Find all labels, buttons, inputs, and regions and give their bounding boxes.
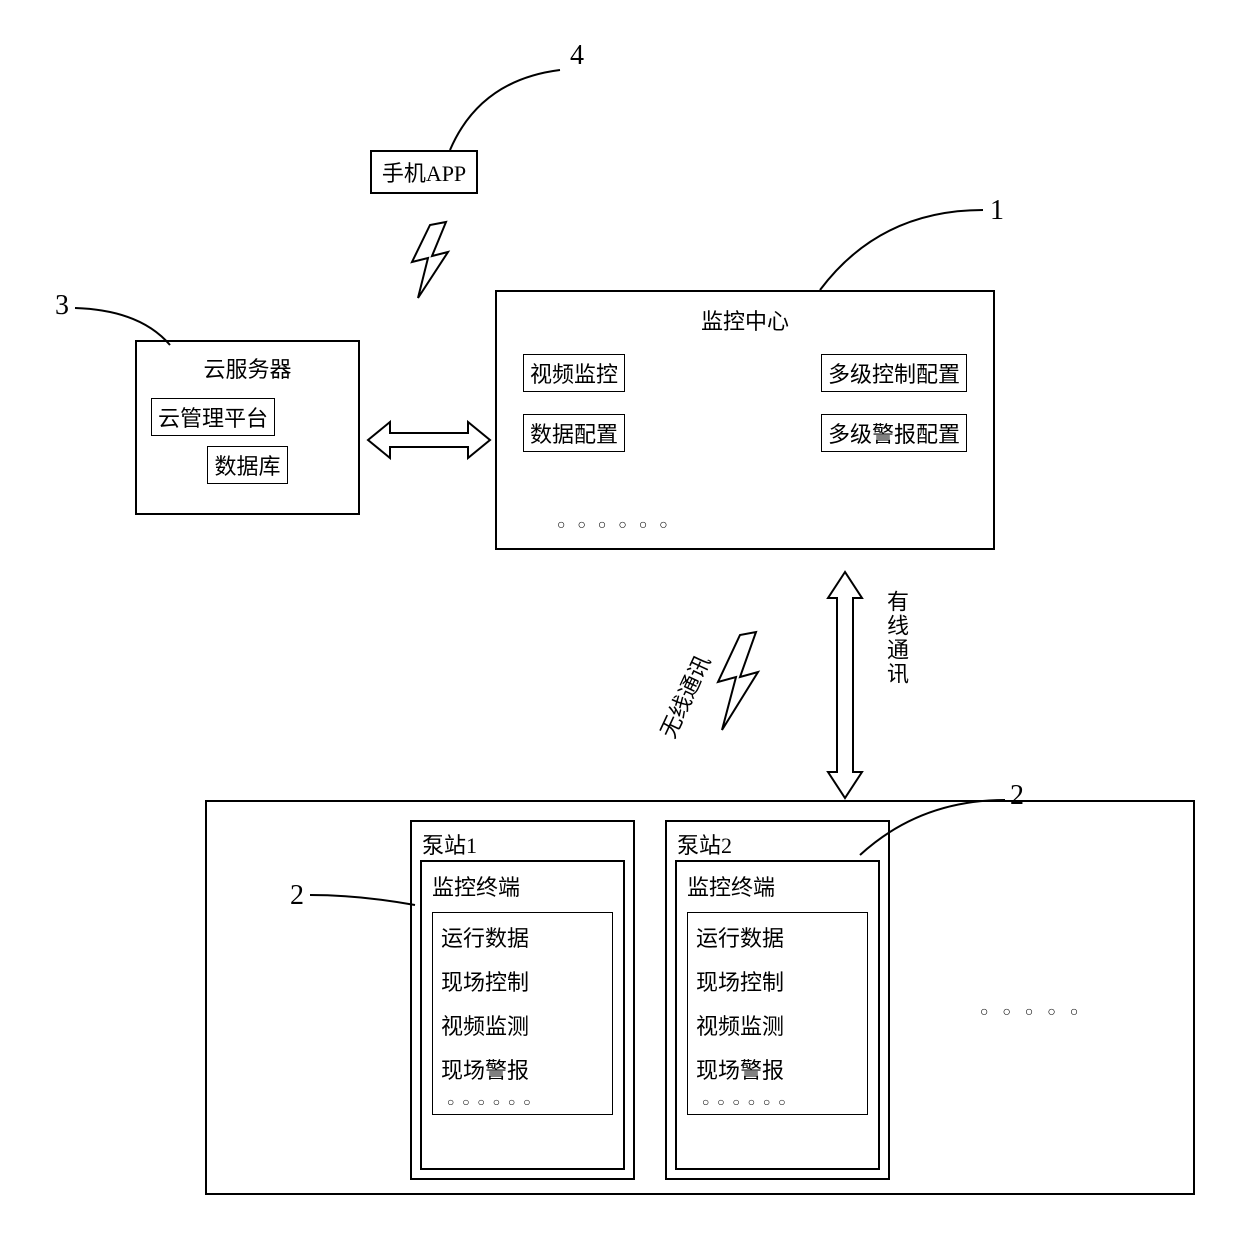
station1-run-data: 运行数据	[441, 921, 604, 953]
station2-video-mon: 视频监测	[696, 1009, 859, 1041]
station1-site-ctrl: 现场控制	[441, 965, 604, 997]
wired-label: 有线通讯	[880, 590, 912, 686]
arrow-cloud-center	[368, 422, 490, 458]
center-title: 监控中心	[517, 304, 973, 336]
wired-text: 有线通讯	[884, 590, 909, 686]
station2-site-ctrl: 现场控制	[696, 965, 859, 997]
center-video-box: 视频监控	[523, 354, 625, 392]
center-multialarm-box: 多级警报配置	[821, 414, 967, 452]
cloud-platform-box: 云管理平台	[151, 398, 275, 436]
center-datacfg-label: 数据配置	[530, 422, 618, 447]
station1-video-mon: 视频监测	[441, 1009, 604, 1041]
callout-1: 1	[990, 195, 1004, 227]
callout-3: 3	[55, 290, 69, 322]
center-multictrl-box: 多级控制配置	[821, 354, 967, 392]
cloud-title: 云服务器	[151, 352, 344, 384]
bolt-1-icon	[412, 222, 448, 298]
leader-4	[450, 70, 560, 150]
cloud-server-box: 云服务器 云管理平台 数据库	[135, 340, 360, 515]
stations-ellipsis: ○○○○○	[980, 1005, 1092, 1021]
mobile-app-label: 手机APP	[382, 156, 466, 188]
cloud-db-box: 数据库	[207, 446, 287, 484]
center-ellipsis: ○○○○○○	[557, 518, 680, 534]
wireless-text: 无线通讯	[655, 651, 715, 741]
station2-run-data: 运行数据	[696, 921, 859, 953]
station2-terminal: 监控终端	[687, 870, 868, 902]
leader-1	[820, 210, 983, 290]
cloud-platform-label: 云管理平台	[158, 406, 268, 431]
station2-ellipsis: ○○○○○○	[696, 1095, 859, 1110]
center-video-label: 视频监控	[530, 362, 618, 387]
monitor-center-box: 监控中心 视频监控 多级控制配置 数据配置 多级警报配置 ○○○○○○	[495, 290, 995, 550]
callout-2-right: 2	[1010, 780, 1024, 812]
diagram-canvas: 手机APP 云服务器 云管理平台 数据库 监控中心 视频监控 多级控制配置	[0, 0, 1240, 1233]
center-multialarm-label: 多级警报配置	[828, 422, 960, 447]
callout-4: 4	[570, 40, 584, 72]
station1-ellipsis: ○○○○○○	[441, 1095, 604, 1110]
station1-inner-box: 监控终端 运行数据 现场控制 视频监测 现场警报 ○○○○○○	[420, 860, 625, 1170]
station1-site-alarm: 现场警报	[441, 1053, 604, 1085]
arrow-wired	[828, 572, 862, 798]
center-datacfg-box: 数据配置	[523, 414, 625, 452]
bolt-2-icon	[718, 632, 758, 730]
mobile-app-box: 手机APP	[370, 150, 478, 194]
station2-inner-box: 监控终端 运行数据 现场控制 视频监测 现场警报 ○○○○○○	[675, 860, 880, 1170]
wireless-label: 无线通讯	[651, 649, 717, 742]
station1-terminal: 监控终端	[432, 870, 613, 902]
callout-2-left: 2	[290, 880, 304, 912]
center-multictrl-label: 多级控制配置	[828, 362, 960, 387]
cloud-db-label: 数据库	[214, 454, 280, 479]
station2-site-alarm: 现场警报	[696, 1053, 859, 1085]
